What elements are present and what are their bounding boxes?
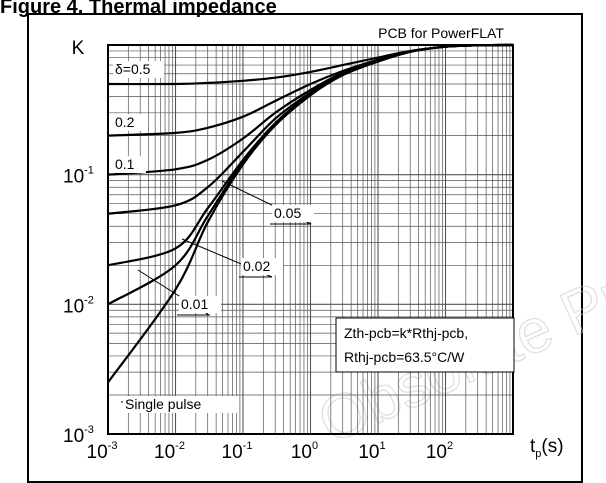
x-tick-label: 102 [426,440,453,463]
curve-label: 0.01 [181,296,208,312]
x-tick-base: 10 [87,442,108,463]
curve-label: 0.2 [115,114,135,130]
thermal-impedance-chart: Obsolete Product(s) 10-3 10-2 10-1 100 101 10… [63,24,606,463]
curve-label: δ=0.5 [115,61,151,77]
x-axis-label-unit: (s) [541,436,563,457]
curve-label: 0.05 [274,205,301,221]
annotation-box: Zth-pcb=k*Rthj-pcb, Rthj-pcb=63.5°C/W [335,317,515,373]
label-leader-line [181,238,273,278]
y-tick-exp: -2 [84,294,94,306]
label-background [241,258,283,275]
x-tick-label: 10-2 [154,440,185,463]
annotation-line-1: Zth-pcb=k*Rthj-pcb, [344,325,468,341]
y-tick-base: 10 [63,296,84,317]
label-leader-line [221,180,312,225]
x-tick-exp: -2 [175,440,185,452]
x-tick-base: 10 [291,442,312,463]
plot-border [107,44,514,435]
label-background [123,396,237,413]
x-tick-base: 10 [222,442,243,463]
label-background [179,296,221,313]
curve-series [107,43,514,384]
curve-label: Single pulse [125,396,201,412]
x-tick-base: 10 [154,442,175,463]
x-tick-label: 10-1 [222,440,253,463]
x-tick-base: 10 [358,442,379,463]
y-tick-label: 10-2 [63,294,94,317]
x-tick-exp: -1 [243,440,253,452]
chart-title: PCB for PowerFLAT [378,25,504,41]
x-tick-exp: -3 [108,440,118,452]
y-tick-exp: -1 [84,165,94,177]
y-axis-label: K [72,38,85,59]
x-tick-label: 10-3 [87,440,118,463]
x-tick-label: 100 [291,440,318,463]
label-background [113,156,146,173]
y-tick-exp: -3 [84,424,94,436]
x-tick-exp: 0 [312,440,318,452]
curves [107,43,514,384]
curve-labels: δ=0.5 0.2 0.1 0.05 0.02 0.01 Single pulse [113,61,314,413]
watermark: Obsolete Product(s) [308,170,606,457]
x-axis-label: tp(s) [530,436,564,460]
x-tick-exp: 1 [380,440,386,452]
y-tick-base: 10 [63,167,84,188]
x-axis-label-sub: p [535,448,541,460]
annotation-line-2: Rthj-pcb=63.5°C/W [344,349,465,365]
label-background [272,205,314,222]
y-tick-label: 10-3 [63,424,94,447]
label-background [113,61,164,78]
label-leader-line [137,269,211,316]
x-axis-label-base: t [530,436,536,457]
curve-label: 0.1 [115,156,135,172]
chart-title-box: PCB for PowerFLAT [368,24,512,42]
curve-label: 0.02 [243,258,270,274]
x-tick-label: 101 [358,440,385,463]
x-tick-exp: 2 [447,440,453,452]
x-tick-base: 10 [426,442,447,463]
label-background [113,114,146,131]
y-tick-label: 10-1 [63,165,94,188]
y-tick-base: 10 [63,426,84,447]
